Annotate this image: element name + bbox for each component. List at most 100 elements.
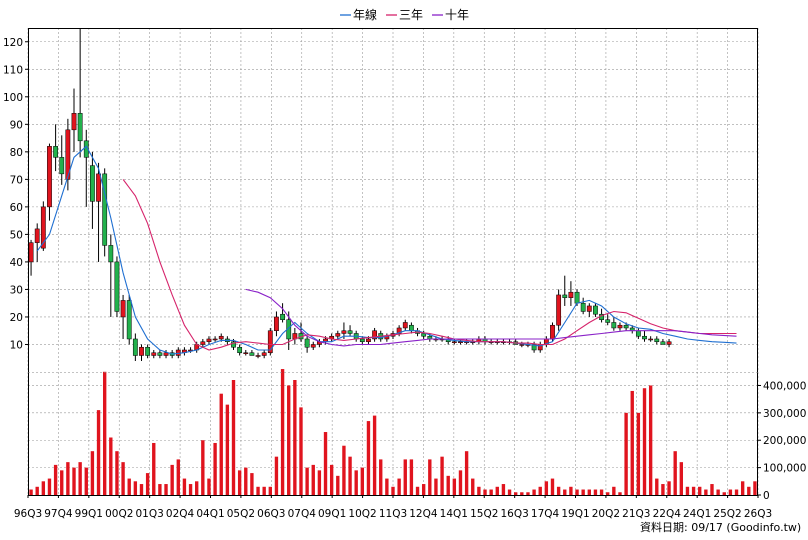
volume-bar (41, 481, 46, 495)
volume-bar (710, 484, 714, 495)
candle-down (562, 294, 568, 298)
volume-bar (679, 462, 684, 495)
volume-bar (366, 421, 371, 495)
volume-bar (72, 467, 76, 495)
candle-down (611, 322, 617, 329)
candle-down (90, 165, 95, 202)
volume-bar (102, 371, 107, 495)
candle-down (114, 261, 120, 312)
candle-up (96, 173, 101, 202)
volume-tick-label: 0 (763, 490, 770, 502)
x-tick-label: 25Q2 (713, 508, 741, 520)
candle-down (304, 338, 310, 348)
volume-bar (593, 489, 598, 495)
volume-bar (139, 484, 144, 495)
legend-item-10y: 十年 (432, 8, 469, 22)
price-tick-label: 10 (10, 339, 23, 351)
candle-up (366, 338, 371, 342)
volume-bar (256, 486, 260, 495)
volume-bar (66, 462, 70, 495)
volume-bar (317, 470, 322, 495)
candle-up (396, 327, 402, 334)
candle-down (635, 330, 641, 337)
volume-bar (176, 459, 180, 495)
volume-bar (121, 462, 125, 495)
price-tick-label: 40 (10, 257, 23, 269)
volume-bar (753, 481, 757, 495)
price-tick-label: 30 (10, 284, 23, 296)
candle-up (568, 291, 574, 298)
volume-bar (262, 486, 266, 495)
volume-bar (599, 489, 604, 495)
volume-bar (109, 437, 113, 495)
volume-bar (145, 473, 150, 495)
volume-bar (428, 459, 432, 495)
candle-down (280, 313, 285, 320)
volume-bar (618, 492, 622, 495)
x-tick-label: 17Q4 (531, 508, 560, 520)
volume-bar (569, 486, 573, 495)
volume-bar (612, 486, 616, 495)
candle-down (108, 245, 114, 263)
volume-bar (170, 464, 174, 495)
candle-up (120, 300, 126, 318)
candle-down (409, 324, 414, 331)
volume-bar (507, 489, 512, 495)
volume-bar (274, 456, 279, 495)
volume-bar (372, 415, 377, 495)
candle-up (556, 294, 562, 326)
volume-bar (514, 492, 518, 495)
candle-up (163, 352, 169, 356)
volume-tick-label: 100,000 (763, 463, 806, 475)
volume-bar (532, 489, 536, 495)
price-tick-label: 120 (3, 37, 23, 49)
data-date-credit: 資料日期: 09/17 (Goodinfo.tw) (640, 520, 801, 534)
volume-bar (489, 489, 493, 495)
x-tick-label: 00Q2 (105, 508, 133, 520)
volume-tick-label: 300,000 (763, 408, 806, 420)
legend-item-3y: 三年 (386, 8, 423, 22)
candle-up (40, 206, 46, 249)
candle-down (237, 346, 243, 353)
ma-year-line (36, 145, 737, 355)
plot-grid (27, 28, 759, 495)
volume-bar (244, 467, 248, 495)
volume-bar (391, 486, 395, 495)
price-axis-ticks: 10 20 30 40 50 60 70 80 90 100 110 120 (3, 37, 28, 351)
price-tick-label: 70 (10, 174, 23, 186)
volume-bar (685, 486, 690, 495)
price-tick-label: 90 (10, 119, 23, 131)
volume-bar (60, 470, 64, 495)
volume-bar (115, 451, 119, 495)
volume-bar (734, 489, 739, 495)
candle-down (359, 338, 365, 342)
candle-up (200, 341, 206, 345)
legend-item-year: 年線 (340, 7, 377, 22)
volume-bar (409, 459, 414, 495)
volume-bar (581, 489, 585, 495)
volume-bar (415, 486, 420, 495)
x-tick-label: 09Q1 (318, 508, 346, 520)
candle-down (531, 344, 537, 351)
candle-up (65, 129, 71, 180)
volume-tick-label: 400,000 (763, 380, 806, 392)
candle-up (34, 228, 40, 243)
volume-bar (348, 456, 352, 495)
volume-bar (299, 407, 303, 495)
volume-bar (421, 484, 426, 495)
candle-up (519, 344, 525, 346)
candle-up (451, 341, 457, 343)
volume-bar (661, 484, 665, 495)
candle-down (580, 302, 586, 312)
candle-up (47, 146, 52, 208)
x-tick-label: 12Q4 (409, 508, 438, 520)
volume-bar (667, 481, 671, 495)
volume-bar (575, 489, 579, 495)
volume-bar (630, 390, 634, 495)
x-tick-label: 26Q3 (744, 508, 772, 520)
candle-down (249, 352, 255, 356)
candle-up (139, 346, 144, 356)
price-tick-label: 60 (10, 202, 23, 214)
volume-bar (250, 473, 254, 495)
chart-legend: 年線 三年 十年 (340, 7, 469, 22)
